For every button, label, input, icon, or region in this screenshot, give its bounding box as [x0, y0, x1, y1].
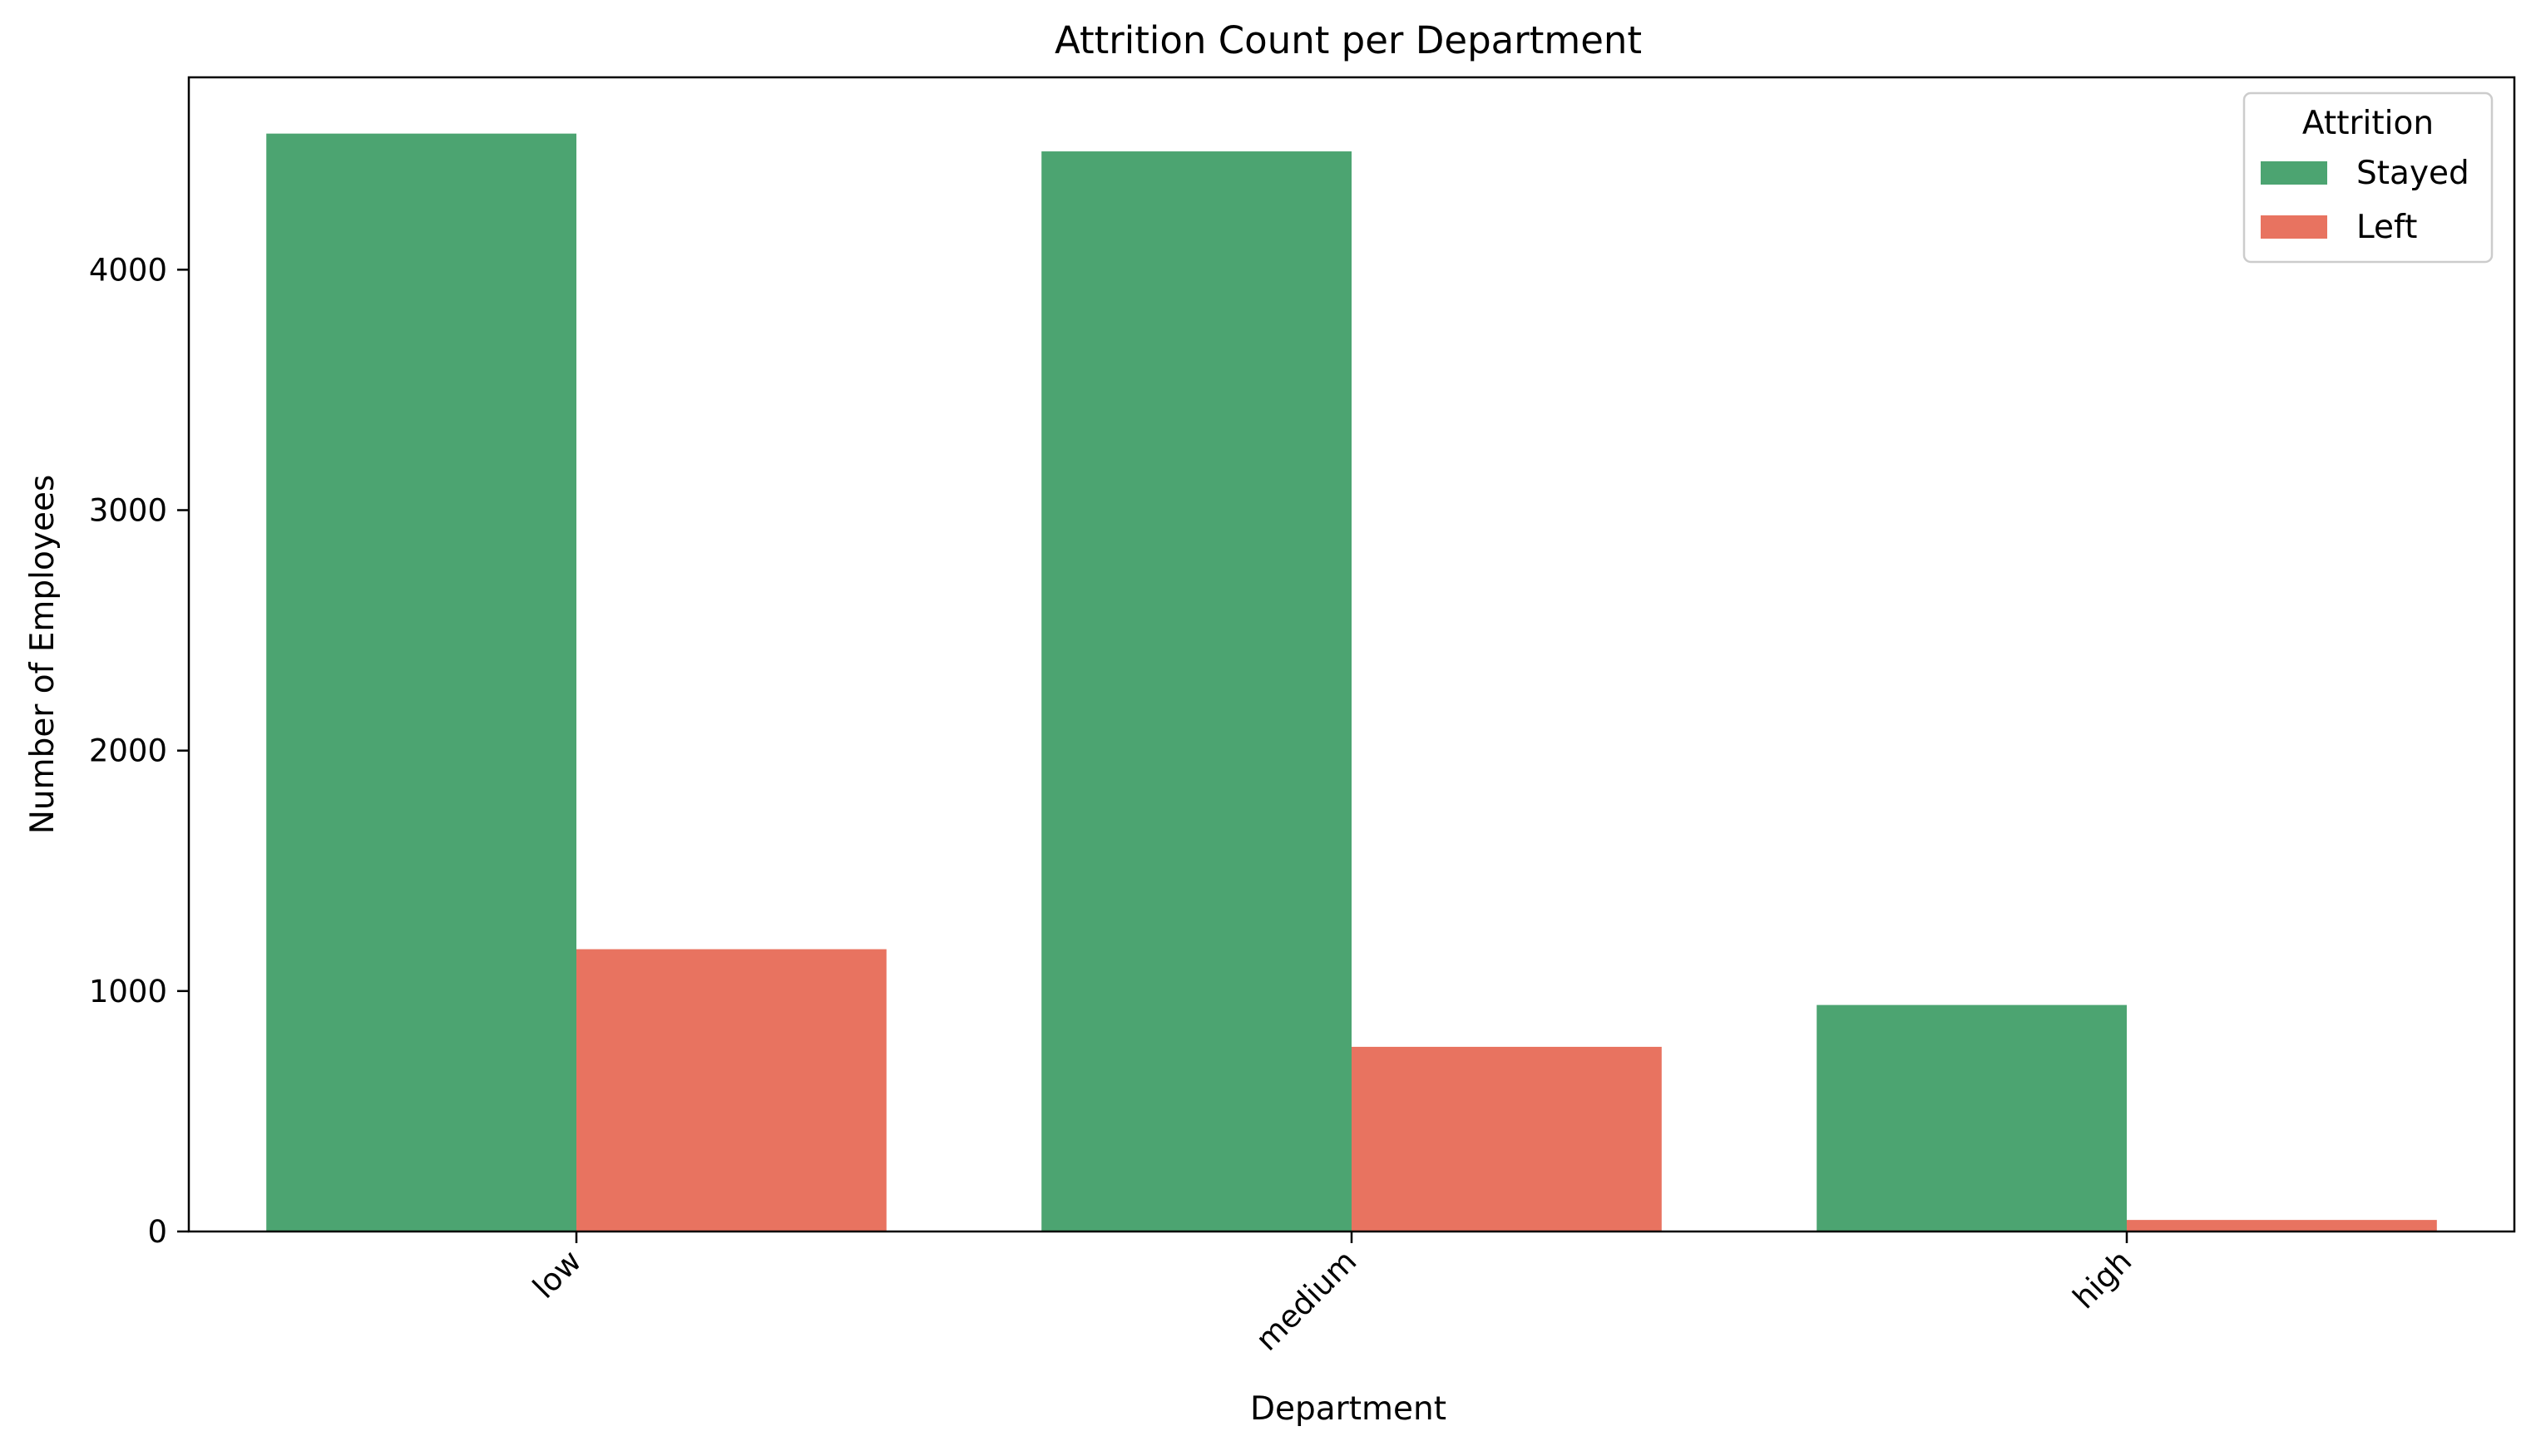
- bar-left-low: [576, 949, 887, 1231]
- bar-stayed-high: [1817, 1004, 2127, 1231]
- legend-label-stayed: Stayed: [2356, 155, 2469, 192]
- legend: Attrition Stayed Left: [2242, 91, 2494, 264]
- legend-swatch-stayed: [2261, 161, 2327, 185]
- bar-left-high: [2127, 1220, 2437, 1231]
- bar-left-medium: [1352, 1046, 1662, 1231]
- y-tick-label: 1000: [89, 974, 167, 1009]
- chart-title: Attrition Count per Department: [1055, 18, 1642, 62]
- y-tick-label: 4000: [89, 252, 167, 288]
- y-tick-label: 3000: [89, 493, 167, 529]
- bar-stayed-medium: [1041, 151, 1352, 1231]
- legend-title: Attrition: [2302, 105, 2434, 142]
- y-tick-label: 2000: [89, 733, 167, 769]
- x-axis-label: Department: [1250, 1390, 1446, 1428]
- legend-label-left: Left: [2356, 209, 2417, 246]
- y-axis: 0 1000 2000 3000 4000: [89, 252, 189, 1250]
- y-tick-label: 0: [147, 1214, 167, 1250]
- legend-swatch-left: [2261, 215, 2327, 239]
- bars-layer: [266, 133, 2437, 1231]
- bar-stayed-low: [266, 133, 576, 1231]
- y-axis-label: Number of Employees: [24, 475, 62, 835]
